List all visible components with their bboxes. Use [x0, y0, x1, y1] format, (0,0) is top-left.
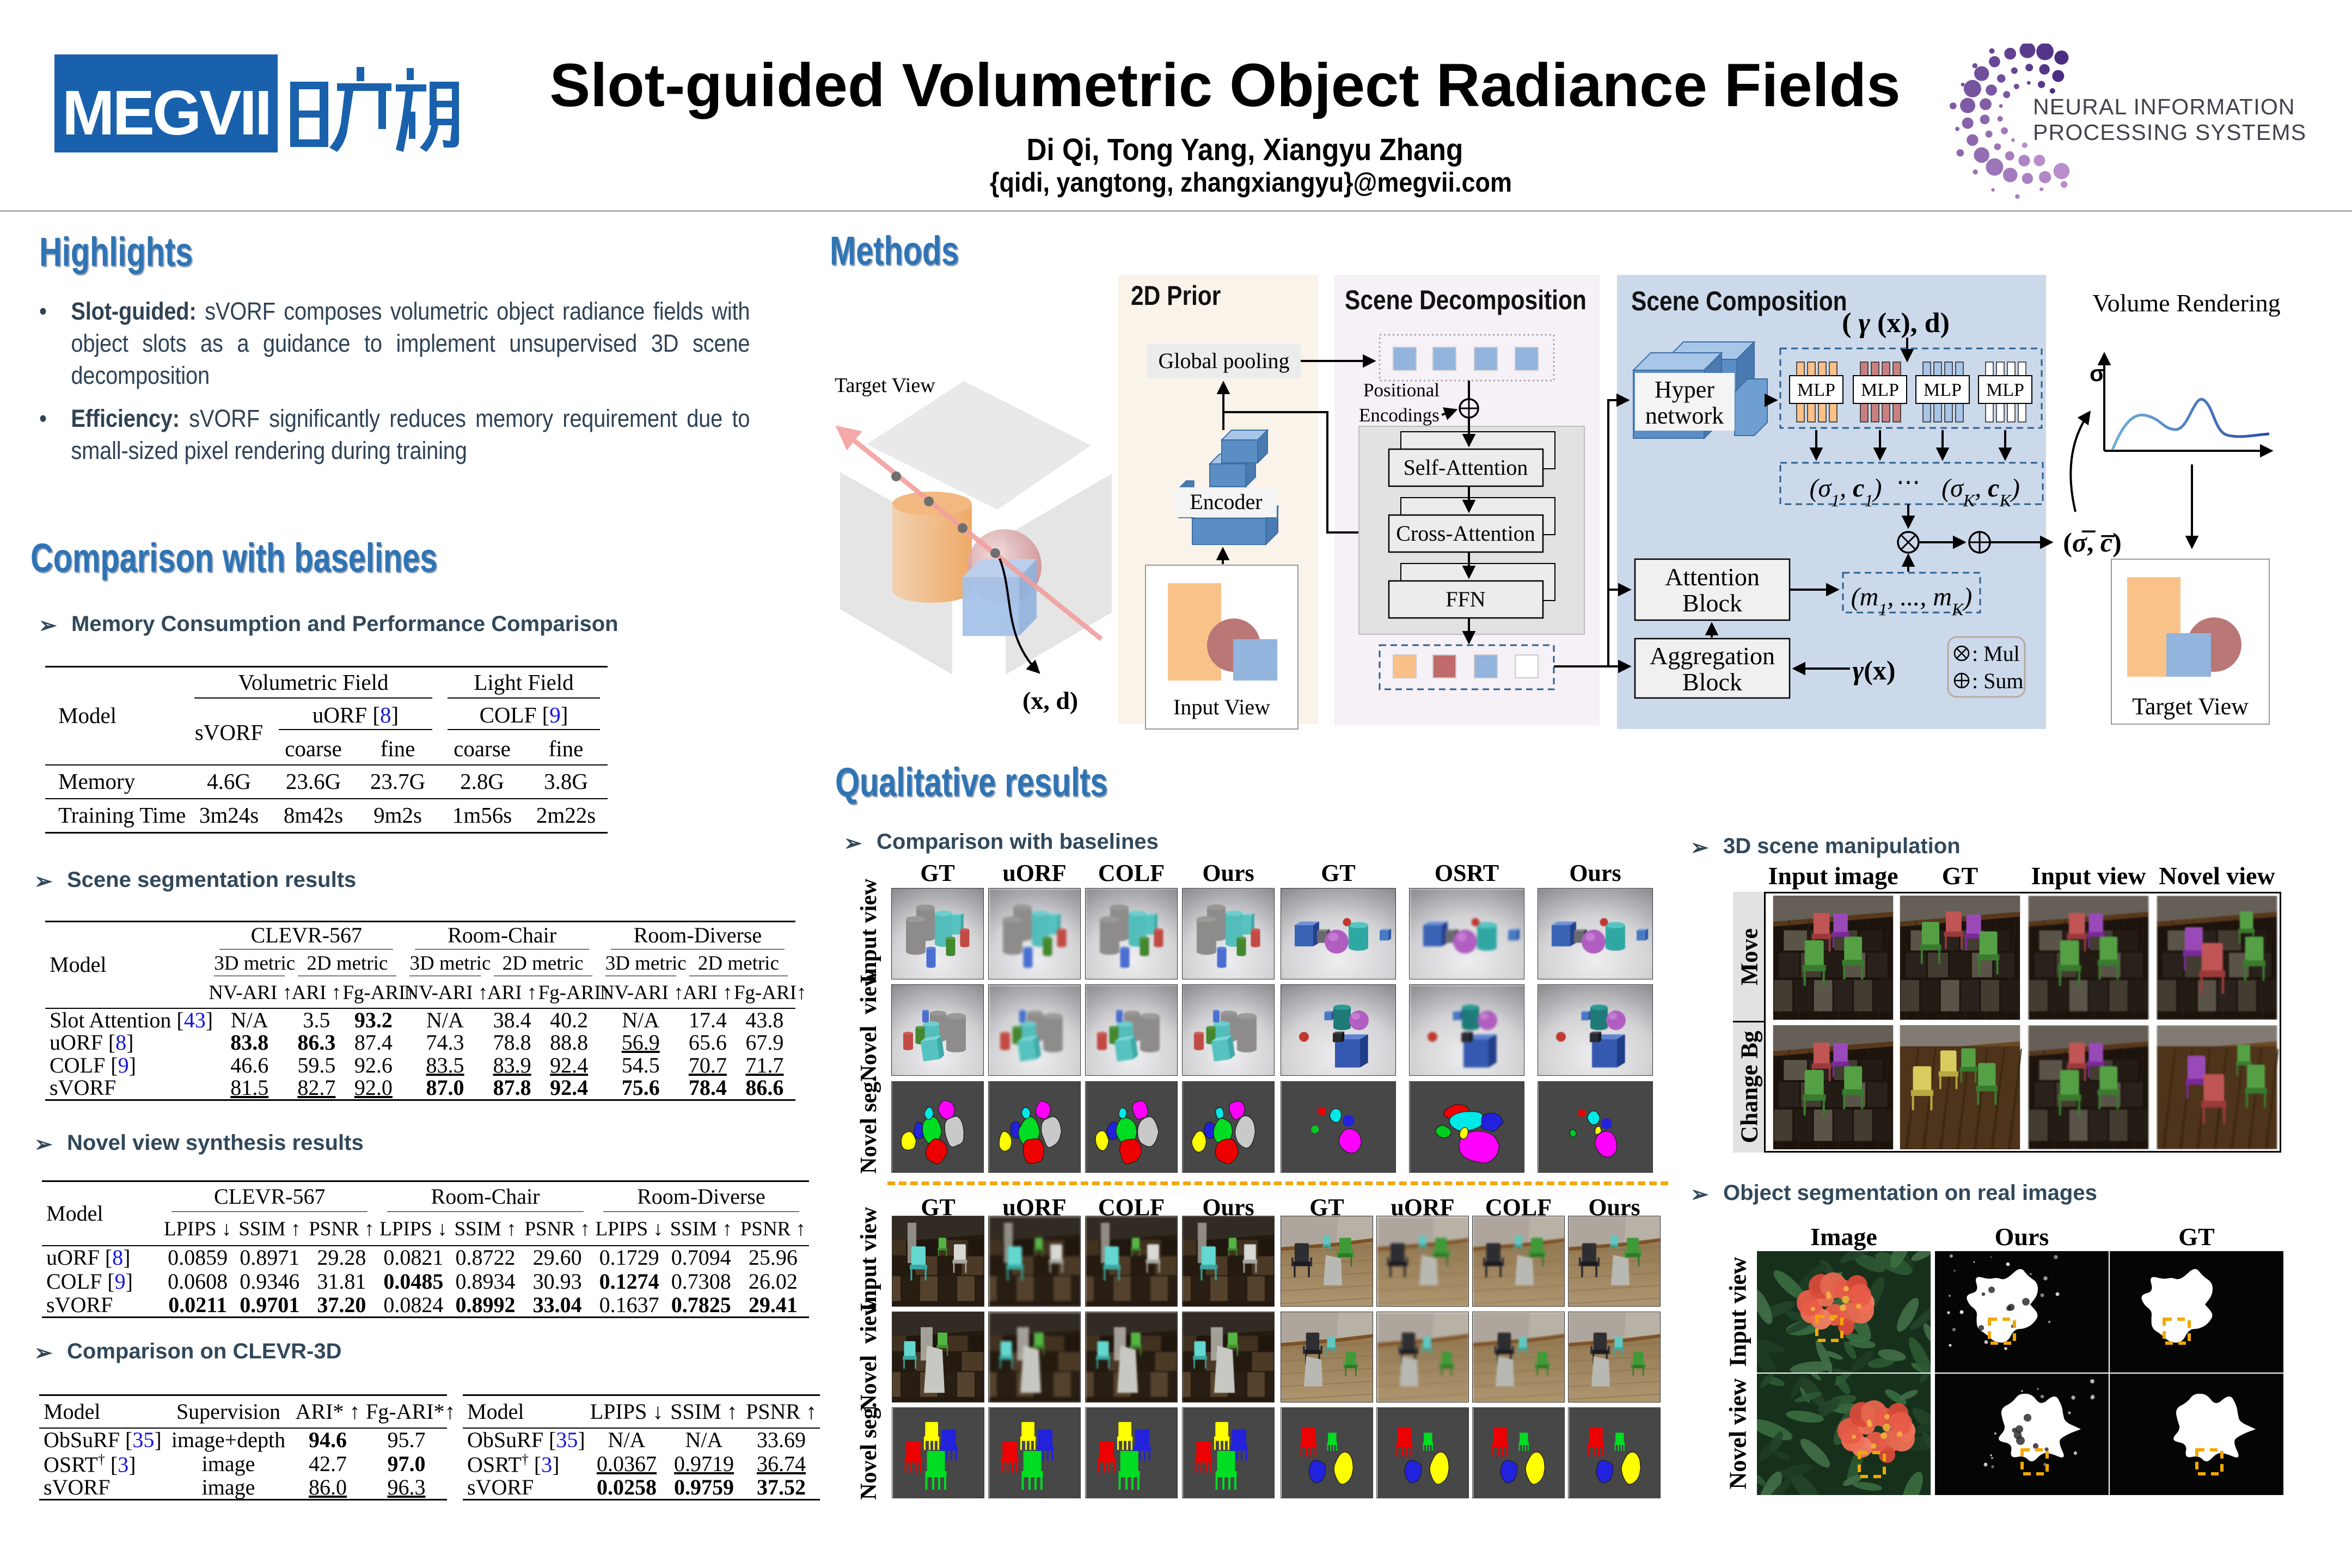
svg-text:MLP: MLP [1924, 380, 1962, 400]
svg-text:σ: σ [2090, 360, 2105, 386]
svg-text:Input View: Input View [1173, 695, 1270, 719]
svg-text:FFN: FFN [1445, 587, 1485, 611]
svg-text:Encodings: Encodings [1359, 405, 1440, 426]
svg-text:Global pooling: Global pooling [1158, 348, 1289, 373]
svg-text:Volume Rendering: Volume Rendering [2092, 289, 2280, 317]
svg-text:Cross-Attention: Cross-Attention [1396, 521, 1535, 546]
svg-text:Encoder: Encoder [1190, 489, 1262, 514]
svg-text:Scene Decomposition: Scene Decomposition [1345, 285, 1587, 315]
svg-text:MEGVII: MEGVII [62, 77, 270, 148]
svg-text:Self-Attention: Self-Attention [1404, 455, 1528, 480]
svg-text:⋯: ⋯ [1896, 469, 1920, 495]
svg-text:Target View: Target View [835, 374, 935, 397]
svg-text:( γ (x), d): ( γ (x), d) [1842, 308, 1950, 339]
svg-text:(σ̅, c̅): (σ̅, c̅) [2063, 527, 2121, 558]
svg-text:: Mul: : Mul [1972, 641, 2020, 666]
svg-text:Attention: Attention [1665, 563, 1760, 591]
svg-text:PROCESSING SYSTEMS: PROCESSING SYSTEMS [2033, 120, 2306, 145]
svg-text:Aggregation: Aggregation [1650, 642, 1775, 670]
svg-text:(x, d): (x, d) [1022, 687, 1078, 714]
svg-text:γ(x): γ(x) [1852, 655, 1895, 685]
svg-text:MLP: MLP [1986, 380, 2024, 400]
svg-text:MLP: MLP [1861, 380, 1899, 400]
svg-text:NEURAL INFORMATION: NEURAL INFORMATION [2033, 94, 2295, 119]
svg-text:Target View: Target View [2132, 693, 2249, 720]
svg-text:2D Prior: 2D Prior [1131, 280, 1221, 311]
svg-text:: Sum: : Sum [1972, 669, 2023, 693]
svg-text:Block: Block [1682, 668, 1742, 696]
svg-text:Scene Composition: Scene Composition [1631, 286, 1847, 316]
svg-text:MLP: MLP [1797, 380, 1835, 400]
svg-text:Hyper: Hyper [1655, 376, 1714, 403]
svg-text:network: network [1645, 402, 1724, 429]
svg-text:Block: Block [1682, 589, 1742, 617]
svg-text:Positional: Positional [1363, 379, 1440, 401]
